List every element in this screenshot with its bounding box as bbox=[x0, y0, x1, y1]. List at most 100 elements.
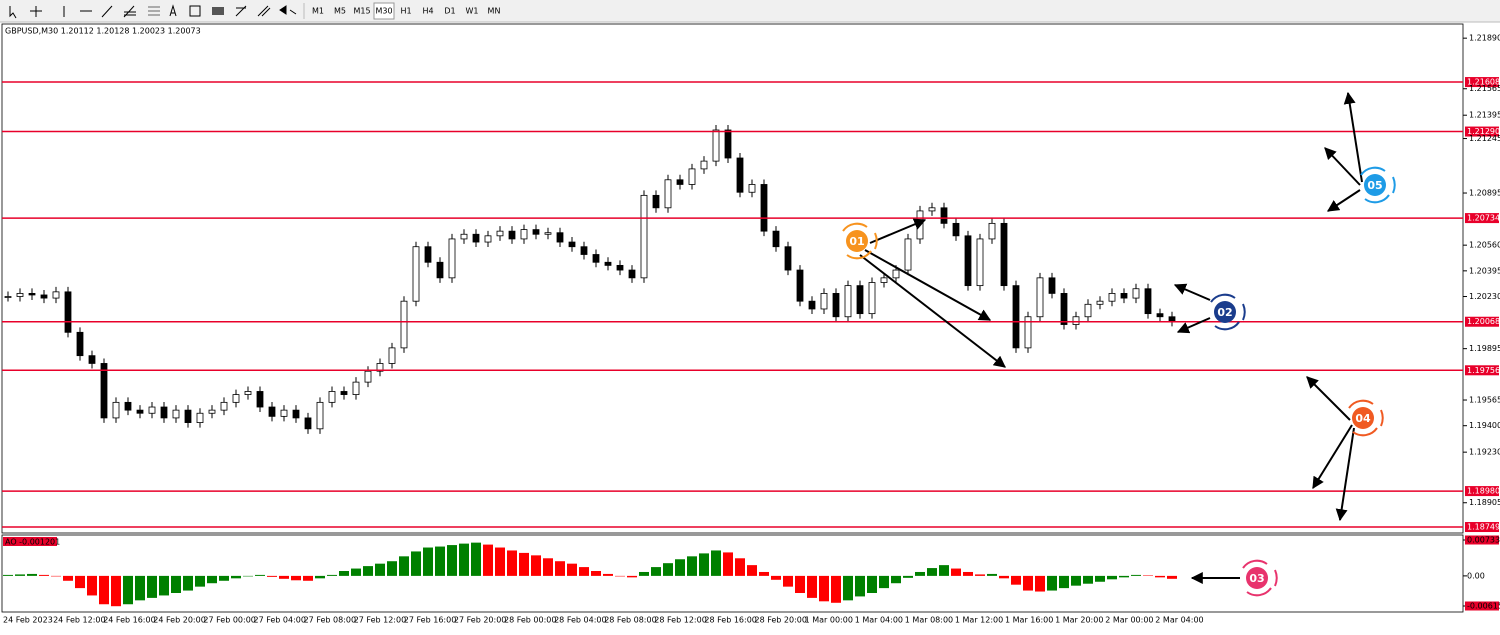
crosshair-tool[interactable] bbox=[30, 6, 42, 17]
gann-tool[interactable] bbox=[235, 5, 247, 17]
badge-ring bbox=[1246, 587, 1272, 597]
timeframe-button[interactable]: MN bbox=[488, 7, 501, 16]
candle-body bbox=[1012, 285, 1020, 349]
candle-body bbox=[232, 394, 240, 403]
ao-bar bbox=[711, 550, 721, 576]
x-tick-label: 28 Feb 20:00 bbox=[755, 616, 807, 625]
arrow bbox=[1176, 317, 1211, 334]
timeframe-button[interactable]: H1 bbox=[400, 7, 411, 16]
ao-bar bbox=[795, 575, 805, 594]
ao-bar bbox=[435, 546, 445, 576]
arrow bbox=[1343, 91, 1363, 183]
ao-bar bbox=[3, 574, 13, 576]
channel-tool[interactable] bbox=[123, 5, 136, 18]
ao-bar bbox=[87, 575, 97, 596]
ao-bar bbox=[879, 575, 889, 589]
x-tick-label: 1 Mar 16:00 bbox=[1005, 616, 1053, 625]
candle-body bbox=[916, 210, 924, 240]
level-label: 1.18749 bbox=[1467, 523, 1500, 532]
candle-body bbox=[280, 409, 288, 417]
label-tool[interactable] bbox=[189, 5, 201, 17]
ao-bar bbox=[1083, 575, 1093, 584]
timeframe-button[interactable]: M15 bbox=[353, 7, 370, 16]
ao-bar bbox=[111, 575, 121, 607]
badge bbox=[1352, 407, 1374, 429]
pitch-tool[interactable] bbox=[257, 5, 271, 17]
candle-body bbox=[988, 222, 996, 240]
timeframe-button[interactable]: W1 bbox=[466, 7, 479, 16]
candle-body bbox=[784, 246, 792, 271]
timeframe-button[interactable]: M30 bbox=[375, 7, 392, 16]
ao-bar bbox=[555, 561, 565, 576]
badge-ring bbox=[1242, 303, 1246, 321]
candle-body bbox=[1048, 277, 1056, 294]
x-tick-label: 24 Feb 2023 bbox=[3, 616, 53, 625]
timeframe-button[interactable]: M1 bbox=[312, 7, 324, 16]
badge-ring bbox=[1392, 176, 1396, 194]
arrows-tool[interactable] bbox=[279, 5, 297, 15]
candle-body bbox=[664, 179, 672, 209]
ao-bar bbox=[1131, 574, 1141, 576]
x-tick-label: 27 Feb 04:00 bbox=[254, 616, 306, 625]
level-label-bg bbox=[1465, 316, 1499, 327]
candle-body bbox=[868, 282, 876, 315]
ao-bar bbox=[1071, 575, 1081, 586]
badge-ring bbox=[1352, 427, 1378, 437]
candle-body bbox=[64, 291, 72, 333]
x-tick-label: 24 Feb 20:00 bbox=[153, 616, 205, 625]
ao-bar bbox=[219, 575, 229, 581]
x-tick-label: 2 Mar 00:00 bbox=[1105, 616, 1153, 625]
candle-body bbox=[568, 241, 576, 248]
ao-bar bbox=[603, 573, 613, 576]
candle-body bbox=[304, 417, 312, 430]
trendline-tool[interactable] bbox=[101, 5, 113, 18]
arrow bbox=[1173, 283, 1211, 301]
candle-body bbox=[148, 406, 156, 414]
x-tick-label: 27 Feb 16:00 bbox=[404, 616, 456, 625]
ao-bar bbox=[459, 543, 469, 576]
y-tick-label: 1.19565 bbox=[1469, 396, 1500, 405]
ao-bar bbox=[855, 575, 865, 597]
cursor-tool[interactable] bbox=[9, 6, 17, 19]
timeframe-button[interactable]: D1 bbox=[444, 7, 455, 16]
ao-title-bg bbox=[3, 537, 57, 546]
x-tick-label: 1 Mar 08:00 bbox=[905, 616, 953, 625]
ao-bar bbox=[27, 573, 37, 576]
ao-bar bbox=[939, 565, 949, 576]
y-tick-label: 1.21565 bbox=[1469, 84, 1500, 93]
ao-bar bbox=[1167, 575, 1177, 579]
candle-body bbox=[388, 347, 396, 364]
ao-bar bbox=[447, 545, 457, 576]
x-tick-label: 28 Feb 12:00 bbox=[654, 616, 706, 625]
candle-body bbox=[352, 381, 360, 395]
timeframe-button[interactable]: H4 bbox=[422, 7, 433, 16]
ao-bar bbox=[531, 555, 541, 576]
candle-body bbox=[604, 261, 612, 266]
candle-body bbox=[1036, 277, 1044, 318]
ao-bar bbox=[123, 575, 133, 605]
ao-title: AO -0.001201 bbox=[5, 538, 60, 547]
fibo-tool[interactable] bbox=[148, 6, 160, 16]
ao-bar bbox=[39, 574, 49, 576]
candle-body bbox=[1144, 288, 1152, 315]
ao-bar bbox=[783, 575, 793, 587]
ao-bar bbox=[495, 547, 505, 576]
level-label: 1.20734 bbox=[1467, 214, 1500, 223]
candle-body bbox=[700, 160, 708, 170]
ao-bar bbox=[135, 575, 145, 601]
shape-tool[interactable] bbox=[212, 7, 224, 15]
candle-body bbox=[1000, 222, 1008, 287]
timeframe-button[interactable]: M5 bbox=[334, 7, 346, 16]
ao-bar bbox=[975, 574, 985, 576]
candle-body bbox=[328, 391, 336, 403]
toolbar-bg bbox=[0, 0, 1500, 22]
candle-body bbox=[592, 254, 600, 263]
ao-bar bbox=[687, 556, 697, 576]
candle-body bbox=[1084, 303, 1092, 318]
candle-body bbox=[1024, 316, 1032, 349]
candle-body bbox=[496, 230, 504, 237]
badge-ring bbox=[1364, 194, 1390, 204]
text-tool[interactable] bbox=[169, 4, 177, 17]
ao-bar bbox=[567, 563, 577, 576]
level-label-bg bbox=[1465, 486, 1499, 497]
